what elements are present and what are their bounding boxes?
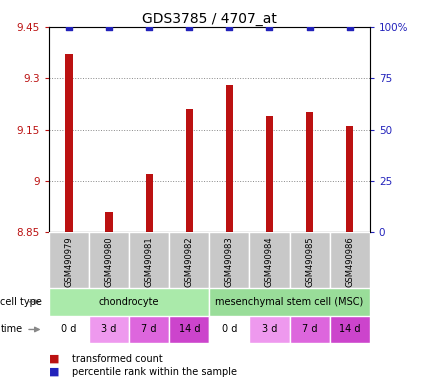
Bar: [145, 174, 153, 232]
Bar: [65, 54, 73, 232]
Bar: [89, 316, 129, 343]
Text: transformed count: transformed count: [72, 354, 163, 364]
Text: 14 d: 14 d: [339, 324, 360, 334]
Bar: [49, 316, 89, 343]
Bar: [306, 113, 313, 232]
Text: GSM490981: GSM490981: [144, 236, 154, 287]
Text: GSM490985: GSM490985: [305, 236, 314, 287]
Point: [226, 24, 233, 30]
Text: chondrocyte: chondrocyte: [99, 297, 159, 307]
Text: GSM490979: GSM490979: [65, 236, 74, 287]
Text: mesenchymal stem cell (MSC): mesenchymal stem cell (MSC): [215, 297, 364, 307]
Point: [65, 24, 72, 30]
Bar: [330, 232, 370, 288]
Bar: [226, 85, 233, 232]
Bar: [209, 316, 249, 343]
Bar: [129, 316, 169, 343]
Point: [266, 24, 273, 30]
Bar: [289, 232, 330, 288]
Bar: [209, 288, 370, 316]
Text: cell type: cell type: [0, 297, 42, 307]
Bar: [249, 232, 289, 288]
Text: 0 d: 0 d: [222, 324, 237, 334]
Text: 0 d: 0 d: [61, 324, 76, 334]
Text: 3 d: 3 d: [101, 324, 117, 334]
Text: percentile rank within the sample: percentile rank within the sample: [72, 367, 237, 377]
Bar: [49, 288, 209, 316]
Bar: [169, 316, 209, 343]
Text: GSM490980: GSM490980: [105, 236, 113, 287]
Point: [346, 24, 353, 30]
Point: [146, 24, 153, 30]
Text: GSM490984: GSM490984: [265, 236, 274, 287]
Text: ■: ■: [49, 367, 60, 377]
Point: [106, 24, 113, 30]
Text: GSM490986: GSM490986: [345, 236, 354, 287]
Bar: [346, 126, 353, 232]
Text: ■: ■: [49, 354, 60, 364]
Bar: [266, 116, 273, 232]
Bar: [249, 316, 289, 343]
Text: GSM490983: GSM490983: [225, 236, 234, 287]
Bar: [49, 232, 89, 288]
Point: [186, 24, 193, 30]
Point: [306, 24, 313, 30]
Text: time: time: [0, 324, 23, 334]
Bar: [129, 232, 169, 288]
Title: GDS3785 / 4707_at: GDS3785 / 4707_at: [142, 12, 277, 26]
Bar: [169, 232, 209, 288]
Bar: [289, 316, 330, 343]
Text: GSM490982: GSM490982: [185, 236, 194, 287]
Bar: [186, 109, 193, 232]
Bar: [105, 212, 113, 232]
Text: 3 d: 3 d: [262, 324, 277, 334]
Bar: [330, 316, 370, 343]
Text: 7 d: 7 d: [302, 324, 317, 334]
Text: 14 d: 14 d: [178, 324, 200, 334]
Text: 7 d: 7 d: [142, 324, 157, 334]
Bar: [209, 232, 249, 288]
Bar: [89, 232, 129, 288]
